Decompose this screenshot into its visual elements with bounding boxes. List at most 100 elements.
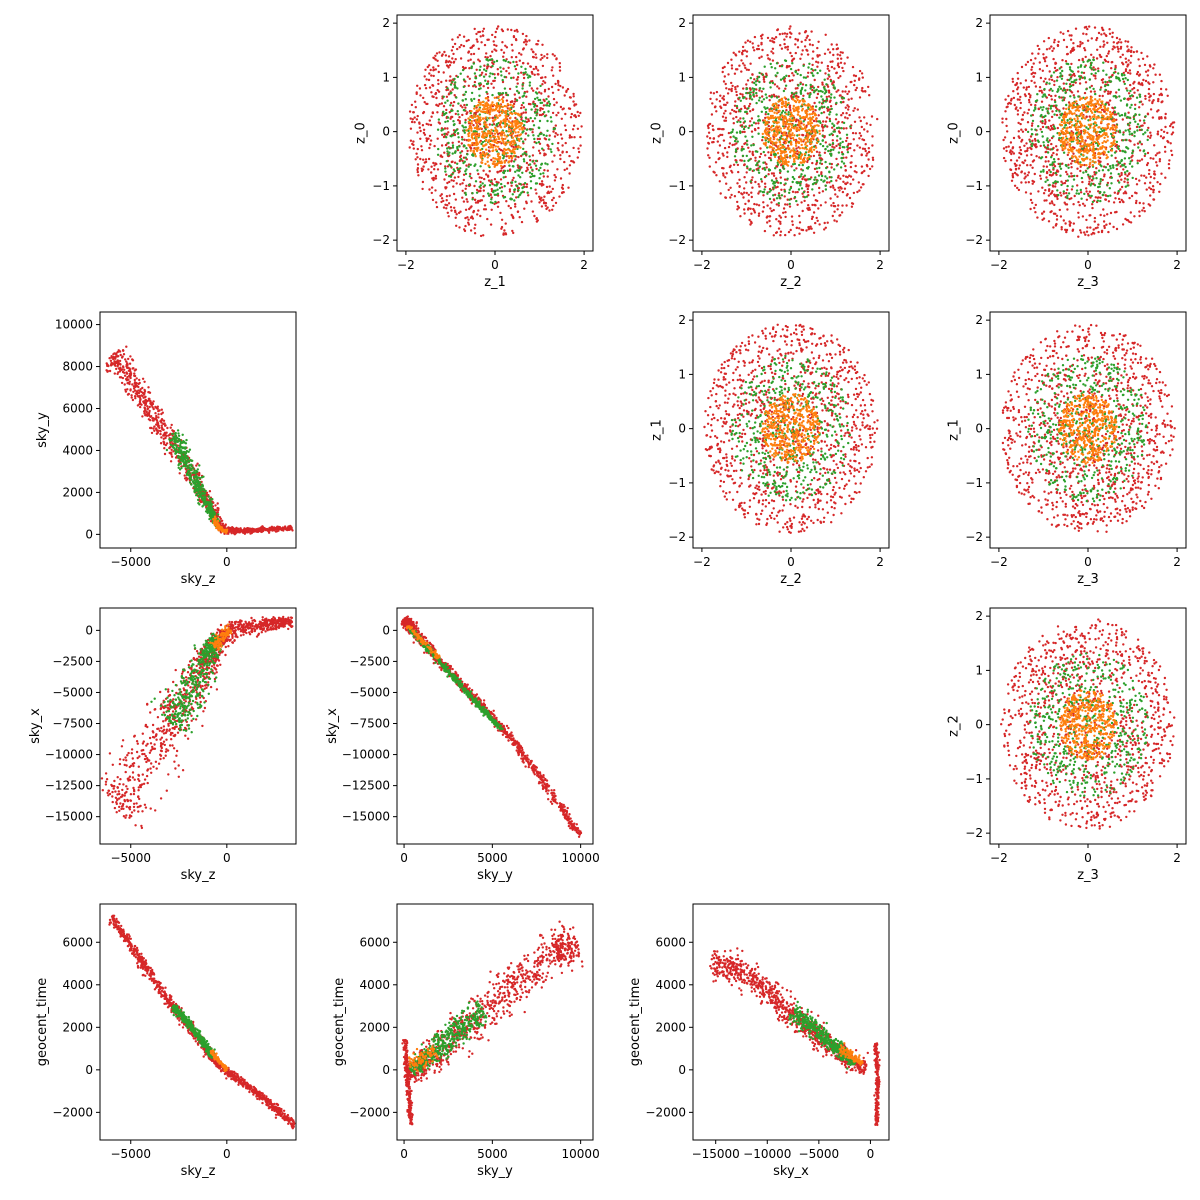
scatter-point bbox=[488, 184, 492, 187]
scatter-point bbox=[836, 135, 839, 138]
scatter-point bbox=[1135, 125, 1139, 129]
scatter-point bbox=[1107, 60, 1110, 64]
scatter-point bbox=[412, 143, 415, 147]
scatter-point bbox=[412, 111, 415, 114]
scatter-point bbox=[1036, 216, 1039, 219]
scatter-point bbox=[854, 74, 858, 78]
scatter-point bbox=[1087, 234, 1090, 237]
scatter-point bbox=[559, 84, 562, 88]
scatter-point bbox=[478, 123, 482, 126]
scatter-point bbox=[1085, 190, 1088, 193]
scatter-point bbox=[835, 144, 838, 148]
scatter-point bbox=[774, 126, 778, 129]
scatter-point bbox=[534, 188, 537, 191]
scatter-point bbox=[1128, 139, 1131, 142]
scatter-point bbox=[816, 92, 820, 96]
scatter-point bbox=[467, 117, 470, 120]
scatter-point bbox=[806, 92, 810, 95]
scatter-point bbox=[541, 147, 544, 150]
scatter-point bbox=[1062, 32, 1065, 35]
scatter-point bbox=[431, 198, 435, 202]
scatter-point bbox=[739, 117, 742, 120]
scatter-point bbox=[551, 208, 554, 211]
scatter-point bbox=[493, 73, 496, 76]
scatter-point bbox=[1038, 89, 1041, 93]
scatter-point bbox=[776, 106, 780, 110]
scatter-point bbox=[840, 114, 843, 117]
scatter-point bbox=[835, 220, 838, 223]
scatter-point bbox=[451, 80, 454, 84]
scatter-point bbox=[543, 154, 546, 157]
scatter-point bbox=[831, 122, 834, 125]
scatter-point bbox=[1128, 196, 1131, 200]
scatter-point bbox=[536, 43, 539, 46]
scatter-point bbox=[763, 65, 766, 68]
scatter-point bbox=[479, 214, 482, 218]
scatter-point bbox=[855, 171, 858, 174]
scatter-point bbox=[552, 127, 555, 131]
scatter-point bbox=[791, 180, 794, 184]
scatter-point bbox=[477, 30, 480, 34]
scatter-point bbox=[841, 190, 845, 194]
scatter-point bbox=[443, 50, 446, 54]
scatter-point bbox=[743, 163, 746, 167]
scatter-point bbox=[833, 210, 836, 213]
scatter-point bbox=[488, 154, 491, 157]
scatter-point bbox=[868, 94, 871, 97]
scatter-point bbox=[858, 146, 862, 149]
scatter-point bbox=[477, 209, 480, 212]
scatter-point bbox=[547, 110, 550, 113]
scatter-point bbox=[861, 90, 865, 93]
scatter-point bbox=[757, 44, 760, 47]
scatter-point bbox=[761, 135, 764, 139]
scatter-point bbox=[473, 80, 477, 84]
scatter-point bbox=[1094, 77, 1097, 80]
scatter-point bbox=[450, 179, 453, 182]
scatter-point bbox=[425, 78, 428, 81]
scatter-point bbox=[726, 61, 730, 65]
scatter-point bbox=[452, 100, 456, 104]
x-tick-label: −2 bbox=[397, 258, 415, 272]
scatter-point bbox=[1027, 98, 1031, 102]
scatter-point bbox=[801, 99, 804, 102]
scatter-point bbox=[1077, 70, 1080, 73]
scatter-point bbox=[446, 116, 450, 119]
scatter-point bbox=[1050, 142, 1053, 146]
scatter-point bbox=[1115, 210, 1118, 214]
scatter-point bbox=[758, 96, 761, 100]
scatter-point bbox=[516, 82, 519, 85]
scatter-point bbox=[508, 127, 511, 131]
scatter-point bbox=[525, 169, 528, 173]
scatter-point bbox=[452, 192, 456, 196]
scatter-point bbox=[778, 196, 781, 200]
scatter-point bbox=[1138, 106, 1141, 109]
scatter-point bbox=[491, 101, 494, 104]
scatter-point bbox=[509, 61, 512, 64]
scatter-point bbox=[794, 123, 797, 127]
scatter-point bbox=[824, 33, 827, 36]
scatter-point bbox=[845, 204, 848, 207]
scatter-point bbox=[730, 64, 734, 67]
scatter-point bbox=[817, 90, 820, 93]
scatter-point bbox=[442, 206, 446, 209]
scatter-point bbox=[1084, 55, 1087, 59]
scatter-point bbox=[536, 69, 540, 72]
scatter-point bbox=[448, 180, 451, 184]
scatter-point bbox=[493, 132, 497, 135]
scatter-point bbox=[1152, 188, 1155, 192]
scatter-point bbox=[444, 186, 447, 189]
scatter-point bbox=[1127, 97, 1130, 100]
scatter-point bbox=[423, 101, 426, 104]
scatter-point bbox=[427, 157, 431, 161]
scatter-point bbox=[459, 72, 462, 75]
scatter-point bbox=[529, 187, 533, 190]
scatter-point bbox=[732, 122, 735, 125]
scatter-point bbox=[760, 37, 763, 40]
scatter-point bbox=[457, 140, 461, 143]
scatter-point bbox=[523, 182, 527, 185]
scatter-point bbox=[769, 86, 772, 89]
scatter-point bbox=[543, 55, 546, 58]
scatter-point bbox=[577, 150, 581, 154]
scatter-point bbox=[794, 37, 797, 41]
scatter-point bbox=[446, 87, 449, 90]
